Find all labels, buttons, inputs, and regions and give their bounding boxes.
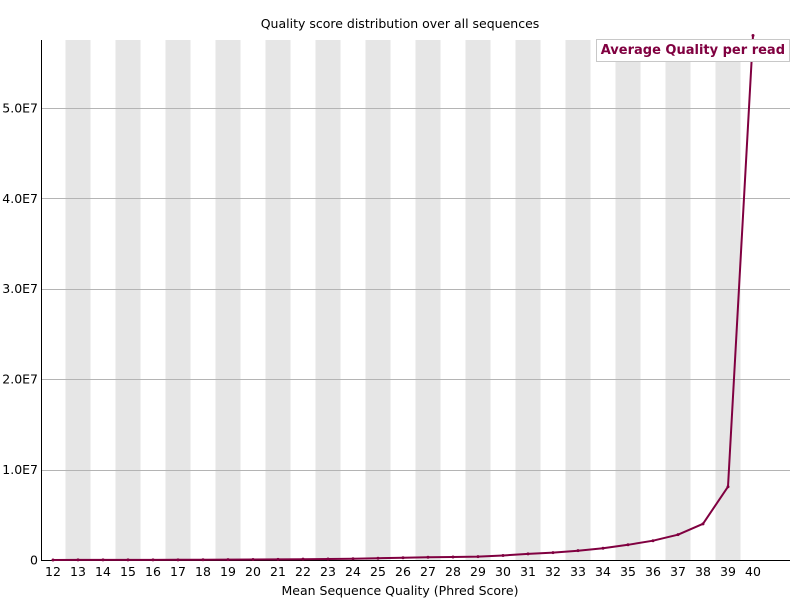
data-point-38 [701, 522, 705, 526]
y-tick-label: 3.0E7 [2, 281, 38, 296]
y-tick-label: 4.0E7 [2, 191, 38, 206]
data-point-23 [326, 557, 330, 561]
data-point-15 [126, 558, 130, 562]
x-tick-label: 39 [720, 564, 736, 579]
x-tick-label: 29 [470, 564, 486, 579]
data-point-12 [51, 558, 55, 562]
stripe-19 [215, 40, 241, 560]
x-tick-label: 25 [370, 564, 386, 579]
x-tick-label: 18 [195, 564, 211, 579]
x-tick-label: 31 [520, 564, 536, 579]
x-tick-label: 22 [295, 564, 311, 579]
stripe-23 [315, 40, 341, 560]
data-point-25 [376, 556, 380, 560]
y-tick-label: 1.0E7 [2, 462, 38, 477]
data-point-16 [151, 558, 155, 562]
data-point-28 [451, 555, 455, 559]
y-tick-label: 0 [30, 553, 38, 568]
x-tick-label: 27 [420, 564, 436, 579]
x-tick-label: 36 [645, 564, 661, 579]
data-point-20 [251, 558, 255, 562]
chart-title: Quality score distribution over all sequ… [260, 16, 540, 31]
data-point-34 [601, 546, 605, 550]
data-point-26 [401, 556, 405, 560]
stripe-29 [465, 40, 491, 560]
data-series [51, 33, 755, 562]
chart-legend: Average Quality per read [595, 39, 790, 62]
x-tick-label: 17 [170, 564, 186, 579]
x-tick-label: 14 [95, 564, 111, 579]
data-point-17 [176, 558, 180, 562]
horizontal-gridlines [41, 108, 790, 471]
series-line [52, 35, 754, 561]
x-tick-label: 19 [220, 564, 236, 579]
data-point-13 [76, 558, 80, 562]
stripe-25 [365, 40, 391, 560]
x-axis-label: Mean Sequence Quality (Phred Score) [281, 583, 519, 598]
x-tick-label: 35 [620, 564, 636, 579]
x-tick-label: 13 [70, 564, 86, 579]
data-point-19 [226, 558, 230, 562]
stripe-35 [615, 40, 641, 560]
y-tick-label: 2.0E7 [2, 372, 38, 387]
background-stripes [65, 40, 741, 560]
x-tick-label: 33 [570, 564, 586, 579]
data-point-30 [501, 553, 505, 557]
stripe-27 [415, 40, 441, 560]
data-point-14 [101, 558, 105, 562]
x-tick-label: 30 [495, 564, 511, 579]
x-tick-label: 16 [145, 564, 161, 579]
x-tick-label: 23 [320, 564, 336, 579]
x-tick-label: 24 [345, 564, 361, 579]
stripe-21 [265, 40, 291, 560]
data-point-24 [351, 557, 355, 561]
data-point-35 [626, 543, 630, 547]
data-point-33 [576, 549, 580, 553]
x-tick-labels: 12 13 14 15 16 17 18 19 20 21 22 23 24 25 26 27 28 29 30 31… [45, 564, 761, 579]
legend-label: Average Quality per read [600, 43, 785, 58]
data-point-39 [726, 485, 730, 489]
x-tick-label: 20 [245, 564, 261, 579]
data-point-29 [476, 555, 480, 559]
x-tick-label: 28 [445, 564, 461, 579]
data-point-32 [551, 551, 555, 555]
data-point-40 [751, 33, 755, 37]
data-point-37 [676, 533, 680, 537]
x-tick-label: 15 [120, 564, 136, 579]
data-point-27 [426, 555, 430, 559]
x-tick-label: 34 [595, 564, 611, 579]
stripe-33 [565, 40, 591, 560]
stripe-13 [65, 40, 91, 560]
x-tick-label: 12 [45, 564, 61, 579]
x-tick-label: 32 [545, 564, 561, 579]
x-tick-label: 37 [670, 564, 686, 579]
data-point-22 [301, 557, 305, 561]
y-tick-labels: 0 1.0E7 2.0E7 3.0E7 4.0E7 5.0E7 [2, 100, 38, 567]
y-tick-label: 5.0E7 [2, 100, 38, 115]
data-point-21 [276, 557, 280, 561]
x-tick-label: 21 [270, 564, 286, 579]
stripe-15 [115, 40, 141, 560]
stripe-17 [165, 40, 191, 560]
stripe-31 [515, 40, 541, 560]
data-point-31 [526, 552, 530, 556]
stripe-37 [665, 40, 691, 560]
x-tick-label: 40 [745, 564, 761, 579]
data-point-36 [651, 539, 655, 543]
x-tick-label: 26 [395, 564, 411, 579]
x-tick-label: 38 [695, 564, 711, 579]
data-point-18 [201, 558, 205, 562]
